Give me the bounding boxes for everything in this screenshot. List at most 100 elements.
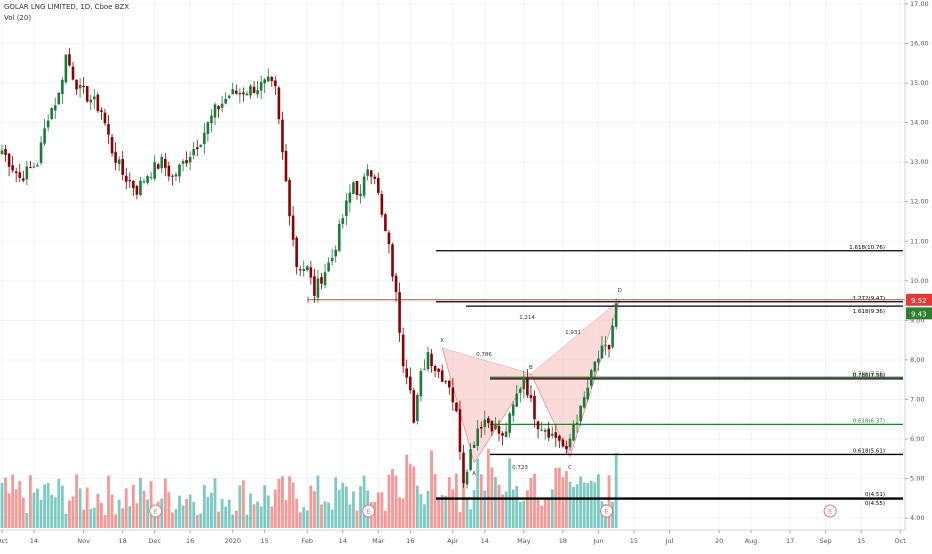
pattern-point-label: B xyxy=(529,365,533,371)
volume-bar xyxy=(408,463,412,528)
candle-body xyxy=(156,164,160,169)
volume-bar xyxy=(174,509,178,528)
candle-body xyxy=(192,149,195,156)
candle-body xyxy=(139,180,142,195)
volume-bar xyxy=(270,506,274,528)
volume-bar xyxy=(78,488,82,528)
candle-body xyxy=(384,214,387,232)
resistance-price-tag-label: 9.52 xyxy=(911,297,927,305)
candle-body xyxy=(93,96,96,100)
volume-bar xyxy=(110,494,114,528)
candle-body xyxy=(153,162,156,179)
candle-body xyxy=(341,218,345,224)
volume-bar xyxy=(202,484,206,528)
candle-body xyxy=(313,276,316,296)
price-axis-label: 14.00 xyxy=(910,119,929,127)
candle-body xyxy=(7,153,11,167)
candle-body xyxy=(440,370,444,382)
volume-bar xyxy=(135,503,139,528)
fib-level-label: 1.618(10.76) xyxy=(849,245,885,251)
candle-body xyxy=(604,344,607,346)
volume-bar xyxy=(4,477,7,528)
volume-bar xyxy=(469,509,472,528)
volume-bar xyxy=(550,489,554,528)
fib-level-label: 1.618(9.36) xyxy=(853,309,885,315)
earnings-marker xyxy=(600,504,613,518)
price-axis-label: 17.00 xyxy=(910,0,929,8)
candle-body xyxy=(504,431,508,437)
last-price-tag xyxy=(906,307,932,320)
pattern-ratio-label: 0.786 xyxy=(476,352,492,358)
candle-body xyxy=(465,471,469,485)
price-axis-label: 11.00 xyxy=(910,237,929,245)
candle-body xyxy=(469,449,472,470)
volume-bar xyxy=(0,482,4,528)
candle-body xyxy=(487,418,490,424)
volume-bar xyxy=(227,499,231,528)
fib-level-label: 0.618(5.61) xyxy=(853,448,885,454)
volume-bar xyxy=(100,502,103,528)
volume-bar xyxy=(281,476,284,528)
candle-body xyxy=(25,166,29,180)
candle-body xyxy=(238,92,242,95)
candle-body xyxy=(128,180,132,182)
volume-bar xyxy=(579,476,583,528)
volume-bar xyxy=(238,485,242,528)
candle-body xyxy=(57,92,61,105)
volume-bar xyxy=(412,466,416,528)
candle-body xyxy=(302,269,306,272)
pattern-point-label: C xyxy=(568,465,572,471)
time-axis-label: May xyxy=(517,537,531,545)
candle-body xyxy=(472,444,476,448)
candle-body xyxy=(455,402,458,412)
time-axis-label: 15 xyxy=(857,537,865,545)
volume-bar xyxy=(89,508,93,528)
volume-bar xyxy=(163,478,167,528)
volume-bar xyxy=(607,475,611,528)
volume-bar xyxy=(75,474,78,528)
time-axis-label: Oct xyxy=(0,537,8,545)
volume-bar xyxy=(142,490,146,528)
candle-body xyxy=(11,165,14,171)
volume-bar xyxy=(337,489,341,528)
volume-bar xyxy=(295,498,299,528)
volume-bar xyxy=(32,492,36,528)
volume-bar xyxy=(220,498,224,528)
candle-body xyxy=(572,424,575,441)
candle-body xyxy=(533,396,536,420)
volume-bar xyxy=(43,484,46,528)
price-axis-label: 7.00 xyxy=(910,395,924,403)
pattern-ratio-label: 0.723 xyxy=(512,465,528,471)
candle-body xyxy=(132,180,135,189)
candle-body xyxy=(309,267,313,278)
time-axis-label: Nov xyxy=(77,537,90,545)
volume-bar xyxy=(586,483,590,528)
volume-bar xyxy=(199,513,203,528)
volume-bar xyxy=(146,499,149,528)
candle-body xyxy=(181,161,185,164)
candle-body xyxy=(600,345,604,359)
price-axis-label: 6.00 xyxy=(910,435,924,443)
volume-bar xyxy=(455,473,458,528)
candle-body xyxy=(217,106,220,110)
candle-body xyxy=(511,404,515,416)
candle-body xyxy=(61,79,64,95)
earnings-marker-label: E xyxy=(604,508,608,516)
candle-body xyxy=(213,104,217,118)
volume-bar xyxy=(242,480,245,528)
volume-bar xyxy=(355,510,359,528)
candle-body xyxy=(107,124,110,135)
candle-body xyxy=(408,376,412,391)
earnings-marker-label: E xyxy=(828,508,832,516)
candle-body xyxy=(582,397,586,408)
volume-bar xyxy=(582,482,586,528)
candle-body xyxy=(281,119,284,153)
candle-body xyxy=(458,409,462,452)
volume-bar xyxy=(266,495,270,528)
candle-body xyxy=(554,432,558,438)
candle-body xyxy=(256,90,259,95)
candle-body xyxy=(32,166,36,168)
candle-body xyxy=(36,165,39,167)
